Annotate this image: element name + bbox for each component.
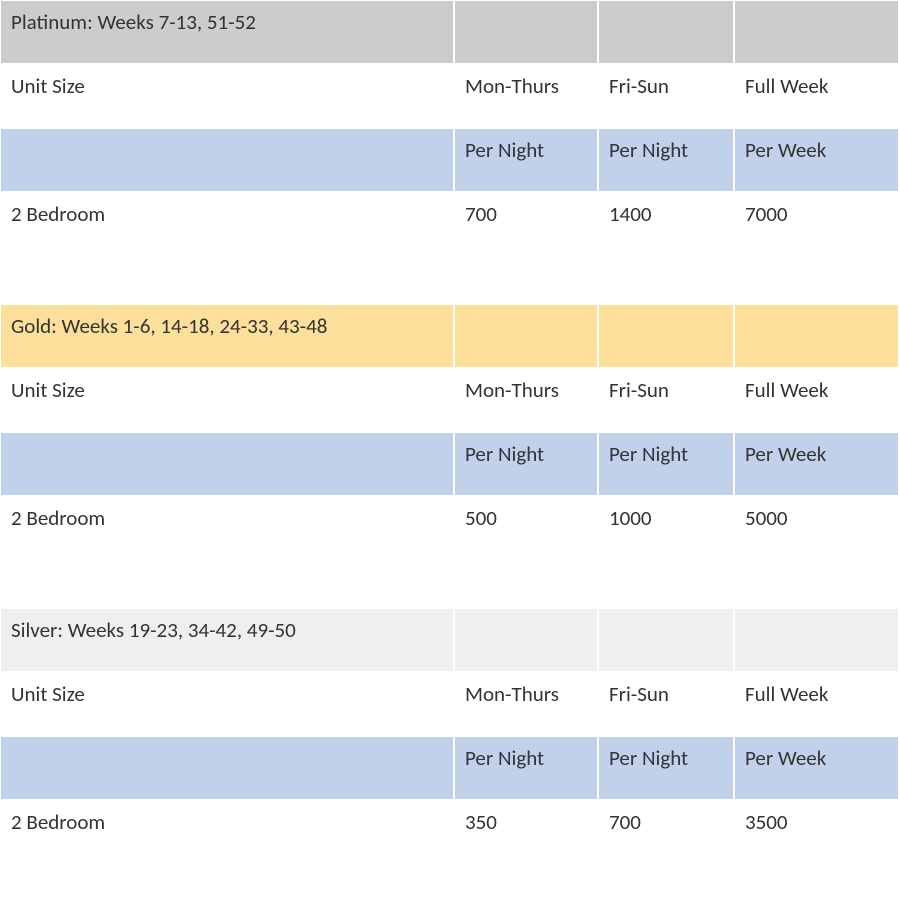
spacer-cell	[454, 560, 598, 608]
table-cell: 7000	[734, 192, 899, 256]
tier-label-row: Silver: Weeks 19-23, 34-42, 49-50	[0, 608, 899, 672]
spacer-cell	[598, 560, 734, 608]
table-cell: 1000	[598, 496, 734, 560]
tier-label-row: Gold: Weeks 1-6, 14-18, 24-33, 43-48	[0, 304, 899, 368]
per-unit-cell: Per Night	[454, 736, 598, 800]
tier-label-spacer	[734, 304, 899, 368]
per-unit-cell: Per Night	[454, 432, 598, 496]
column-header: Mon-Thurs	[454, 64, 598, 128]
spacer-cell	[734, 560, 899, 608]
spacer-cell	[454, 256, 598, 304]
column-headers-row: Unit SizeMon-ThursFri-SunFull Week	[0, 368, 899, 432]
column-headers-row: Unit SizeMon-ThursFri-SunFull Week	[0, 672, 899, 736]
spacer-cell	[734, 256, 899, 304]
table-cell: 500	[454, 496, 598, 560]
tier-label-spacer	[454, 304, 598, 368]
pricing-table-body: Platinum: Weeks 7-13, 51-52Unit SizeMon-…	[0, 0, 899, 864]
tier-label: Platinum: Weeks 7-13, 51-52	[0, 0, 454, 64]
column-header: Unit Size	[0, 64, 454, 128]
column-header: Fri-Sun	[598, 64, 734, 128]
tier-label-spacer	[734, 608, 899, 672]
per-unit-cell: Per Night	[598, 736, 734, 800]
table-row: 2 Bedroom50010005000	[0, 496, 899, 560]
per-unit-cell: Per Week	[734, 736, 899, 800]
column-header: Full Week	[734, 64, 899, 128]
per-unit-cell: Per Night	[454, 128, 598, 192]
tier-label-spacer	[598, 0, 734, 64]
column-header: Fri-Sun	[598, 672, 734, 736]
per-unit-cell: Per Week	[734, 128, 899, 192]
tier-label-row: Platinum: Weeks 7-13, 51-52	[0, 0, 899, 64]
per-unit-row: Per NightPer NightPer Week	[0, 128, 899, 192]
table-cell: 2 Bedroom	[0, 192, 454, 256]
per-unit-cell	[0, 736, 454, 800]
column-header: Fri-Sun	[598, 368, 734, 432]
column-header: Mon-Thurs	[454, 672, 598, 736]
tier-label-spacer	[454, 608, 598, 672]
spacer-cell	[598, 256, 734, 304]
spacer-cell	[0, 256, 454, 304]
tier-label: Silver: Weeks 19-23, 34-42, 49-50	[0, 608, 454, 672]
per-unit-cell: Per Night	[598, 128, 734, 192]
table-cell: 350	[454, 800, 598, 864]
tier-label-spacer	[598, 608, 734, 672]
tier-label: Gold: Weeks 1-6, 14-18, 24-33, 43-48	[0, 304, 454, 368]
table-cell: 700	[598, 800, 734, 864]
column-header: Mon-Thurs	[454, 368, 598, 432]
table-row: 2 Bedroom3507003500	[0, 800, 899, 864]
column-header: Unit Size	[0, 368, 454, 432]
table-cell: 3500	[734, 800, 899, 864]
spacer-cell	[0, 560, 454, 608]
tier-label-spacer	[598, 304, 734, 368]
per-unit-cell: Per Night	[598, 432, 734, 496]
column-header: Full Week	[734, 672, 899, 736]
per-unit-row: Per NightPer NightPer Week	[0, 736, 899, 800]
table-cell: 2 Bedroom	[0, 800, 454, 864]
per-unit-row: Per NightPer NightPer Week	[0, 432, 899, 496]
per-unit-cell: Per Week	[734, 432, 899, 496]
spacer-row	[0, 256, 899, 304]
tier-label-spacer	[734, 0, 899, 64]
column-header: Full Week	[734, 368, 899, 432]
column-header: Unit Size	[0, 672, 454, 736]
table-cell: 2 Bedroom	[0, 496, 454, 560]
pricing-table: Platinum: Weeks 7-13, 51-52Unit SizeMon-…	[0, 0, 899, 864]
table-row: 2 Bedroom70014007000	[0, 192, 899, 256]
spacer-row	[0, 560, 899, 608]
per-unit-cell	[0, 432, 454, 496]
per-unit-cell	[0, 128, 454, 192]
tier-label-spacer	[454, 0, 598, 64]
table-cell: 5000	[734, 496, 899, 560]
table-cell: 1400	[598, 192, 734, 256]
column-headers-row: Unit SizeMon-ThursFri-SunFull Week	[0, 64, 899, 128]
table-cell: 700	[454, 192, 598, 256]
